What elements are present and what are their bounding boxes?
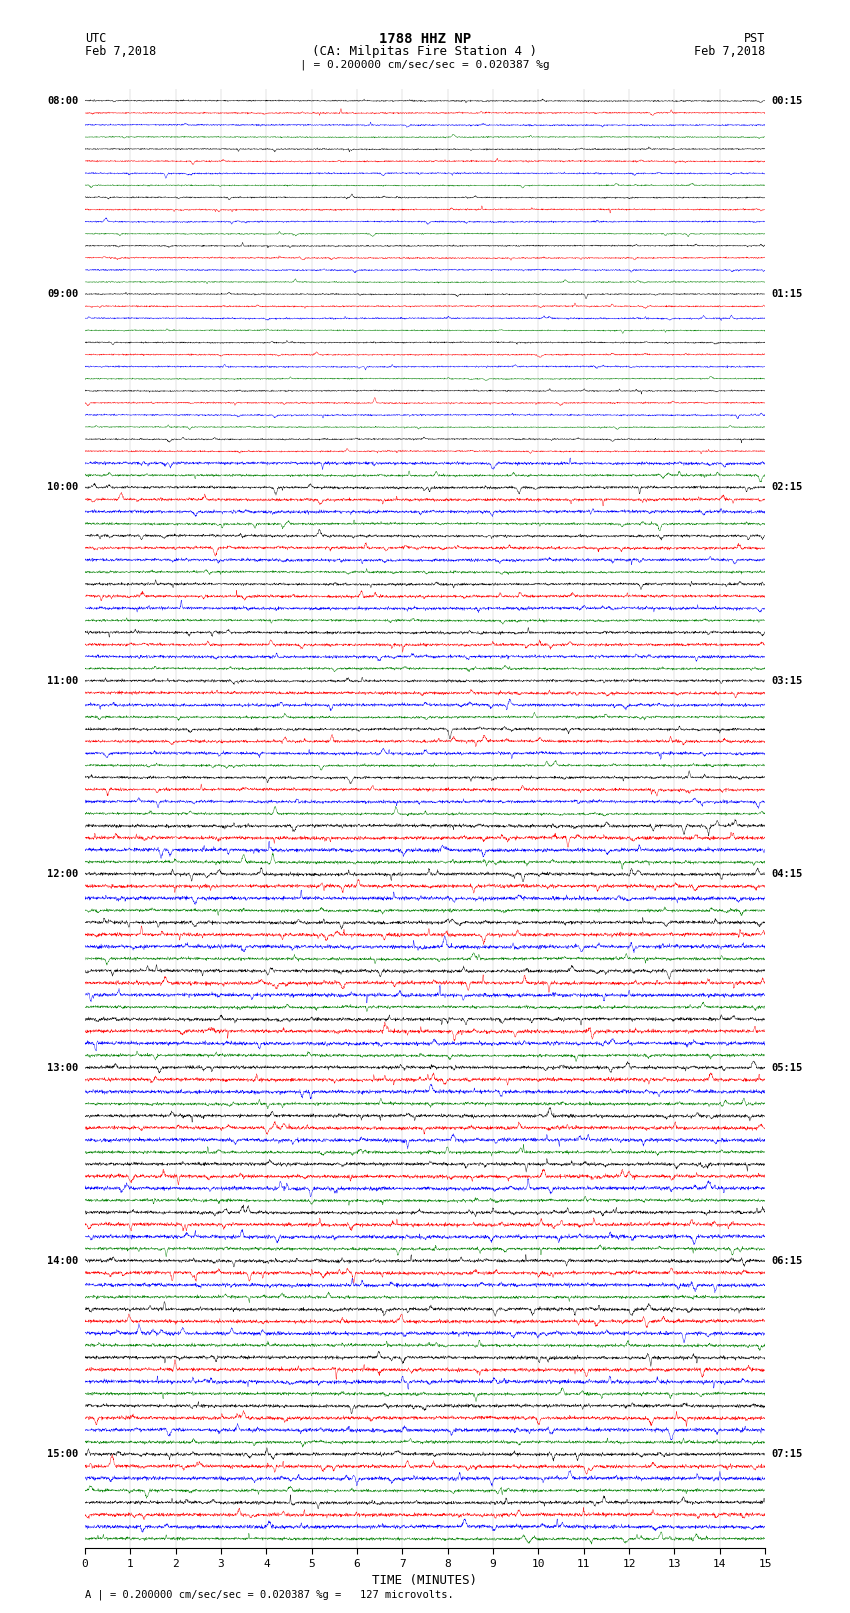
Text: UTC: UTC [85, 32, 106, 45]
Text: Feb 7,2018: Feb 7,2018 [694, 45, 765, 58]
Text: 10:00: 10:00 [47, 482, 78, 492]
Text: 03:15: 03:15 [772, 676, 803, 686]
Text: 08:00: 08:00 [47, 95, 78, 106]
Text: 14:00: 14:00 [47, 1257, 78, 1266]
Text: 04:15: 04:15 [772, 869, 803, 879]
X-axis label: TIME (MINUTES): TIME (MINUTES) [372, 1574, 478, 1587]
Text: 05:15: 05:15 [772, 1063, 803, 1073]
Text: 06:15: 06:15 [772, 1257, 803, 1266]
Text: A | = 0.200000 cm/sec/sec = 0.020387 %g =   127 microvolts.: A | = 0.200000 cm/sec/sec = 0.020387 %g … [85, 1589, 454, 1600]
Text: 00:15: 00:15 [772, 95, 803, 106]
Text: 15:00: 15:00 [47, 1448, 78, 1460]
Text: 09:00: 09:00 [47, 289, 78, 298]
Text: 11:00: 11:00 [47, 676, 78, 686]
Text: 07:15: 07:15 [772, 1448, 803, 1460]
Text: Feb 7,2018: Feb 7,2018 [85, 45, 156, 58]
Text: 1788 HHZ NP: 1788 HHZ NP [379, 32, 471, 47]
Text: 01:15: 01:15 [772, 289, 803, 298]
Text: | = 0.200000 cm/sec/sec = 0.020387 %g: | = 0.200000 cm/sec/sec = 0.020387 %g [300, 60, 550, 71]
Text: 12:00: 12:00 [47, 869, 78, 879]
Text: 02:15: 02:15 [772, 482, 803, 492]
Text: 13:00: 13:00 [47, 1063, 78, 1073]
Text: PST: PST [744, 32, 765, 45]
Text: (CA: Milpitas Fire Station 4 ): (CA: Milpitas Fire Station 4 ) [313, 45, 537, 58]
